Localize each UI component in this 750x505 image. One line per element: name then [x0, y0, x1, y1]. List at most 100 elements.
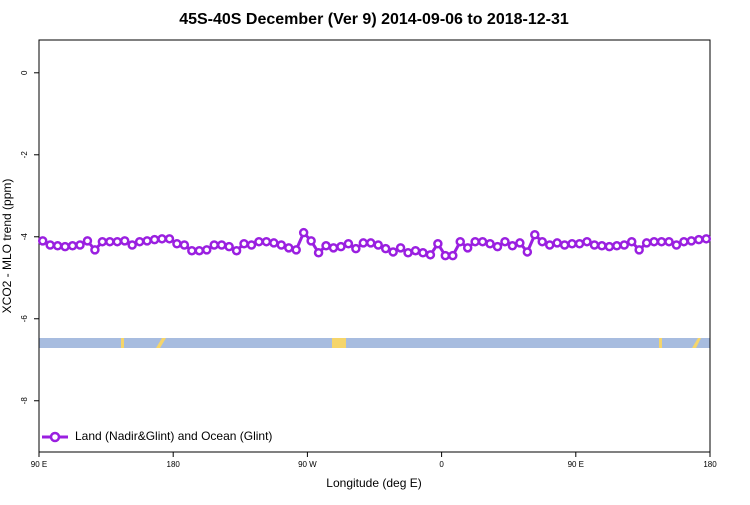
data-point	[515, 238, 525, 248]
data-point	[105, 236, 115, 247]
data-point	[328, 243, 339, 253]
data-point	[559, 240, 570, 250]
data-point	[694, 234, 704, 245]
data-point	[239, 238, 249, 249]
data-point	[530, 229, 540, 240]
data-point	[321, 241, 331, 251]
data-point	[619, 240, 630, 250]
x-tick-label: 90 E	[31, 460, 47, 469]
data-point	[589, 240, 600, 250]
data-point	[298, 227, 309, 238]
data-point	[231, 245, 242, 256]
data-point	[664, 236, 674, 247]
data-point	[597, 241, 607, 251]
data-point	[194, 245, 205, 256]
data-point	[358, 238, 369, 248]
data-point	[157, 234, 167, 244]
data-point	[75, 240, 85, 250]
data-point	[641, 238, 652, 248]
data-point	[477, 236, 488, 247]
data-point	[246, 240, 257, 250]
legend-marker	[49, 431, 61, 443]
x-tick-label: 90 E	[568, 460, 584, 469]
x-tick-label: 180	[703, 460, 717, 469]
chart-title: 45S-40S December (Ver 9) 2014-09-06 to 2…	[179, 11, 569, 28]
data-point	[172, 238, 182, 249]
ocean-band	[39, 338, 710, 348]
y-tick-label: -6	[20, 315, 29, 323]
data-point	[395, 243, 406, 253]
data-point	[418, 248, 428, 258]
data-point	[544, 240, 555, 250]
data-point	[686, 236, 697, 246]
data-point	[82, 236, 93, 246]
data-point	[127, 240, 137, 250]
data-point	[216, 240, 227, 250]
data-point	[485, 238, 495, 249]
x-tick-label: 180	[167, 460, 181, 469]
land-patch	[156, 338, 166, 348]
data-point	[336, 241, 346, 252]
data-point	[649, 236, 659, 247]
data-point	[403, 248, 413, 258]
y-tick-label: -4	[20, 233, 29, 241]
y-tick-label: -8	[20, 397, 29, 405]
data-point	[351, 243, 361, 254]
data-point	[656, 236, 667, 247]
data-point	[552, 238, 562, 248]
data-point	[261, 236, 272, 247]
data-point	[67, 241, 78, 251]
data-point	[455, 236, 465, 247]
surface-band	[39, 338, 710, 348]
data-point	[425, 250, 436, 260]
data-point	[119, 236, 130, 246]
data-point	[492, 241, 503, 252]
data-point	[388, 247, 398, 257]
data-point	[254, 236, 264, 247]
data-point	[567, 238, 577, 249]
data-point	[612, 241, 622, 251]
data-point	[291, 245, 301, 255]
data-point	[410, 245, 421, 256]
data-point	[112, 236, 123, 247]
data-point	[671, 240, 682, 250]
data-point	[60, 241, 70, 252]
data-point	[52, 241, 63, 251]
data-point	[448, 250, 458, 261]
data-point	[284, 243, 294, 253]
data-point	[462, 243, 473, 253]
x-tick-label: 0	[439, 460, 444, 469]
data-point	[134, 236, 145, 247]
data-point	[604, 241, 615, 252]
land-patch	[692, 338, 701, 348]
data-point	[45, 240, 55, 250]
data-point	[306, 236, 316, 246]
data-point	[373, 240, 383, 250]
data-point	[97, 236, 108, 247]
y-tick-label: -2	[20, 151, 29, 159]
data-point	[507, 241, 518, 251]
data-point	[187, 245, 197, 256]
data-point	[142, 236, 152, 246]
data-point	[276, 240, 287, 250]
legend-label: Land (Nadir&Glint) and Ocean (Glint)	[75, 429, 272, 443]
y-axis-label: XCO2 - MLO trend (ppm)	[0, 179, 14, 314]
data-point	[522, 247, 533, 257]
data-point	[634, 245, 644, 255]
data-point	[537, 236, 547, 247]
data-point	[574, 238, 585, 249]
data-point	[164, 234, 175, 244]
x-tick-label: 90 W	[298, 460, 317, 469]
land-patch	[121, 338, 124, 348]
data-point	[380, 243, 391, 254]
data-point	[37, 236, 48, 246]
data-point	[343, 238, 354, 249]
data-point	[701, 234, 712, 244]
data-point	[440, 250, 451, 261]
data-point	[90, 245, 100, 255]
data-point	[582, 236, 592, 247]
data-point	[269, 238, 279, 248]
y-tick-label: 0	[20, 70, 29, 75]
